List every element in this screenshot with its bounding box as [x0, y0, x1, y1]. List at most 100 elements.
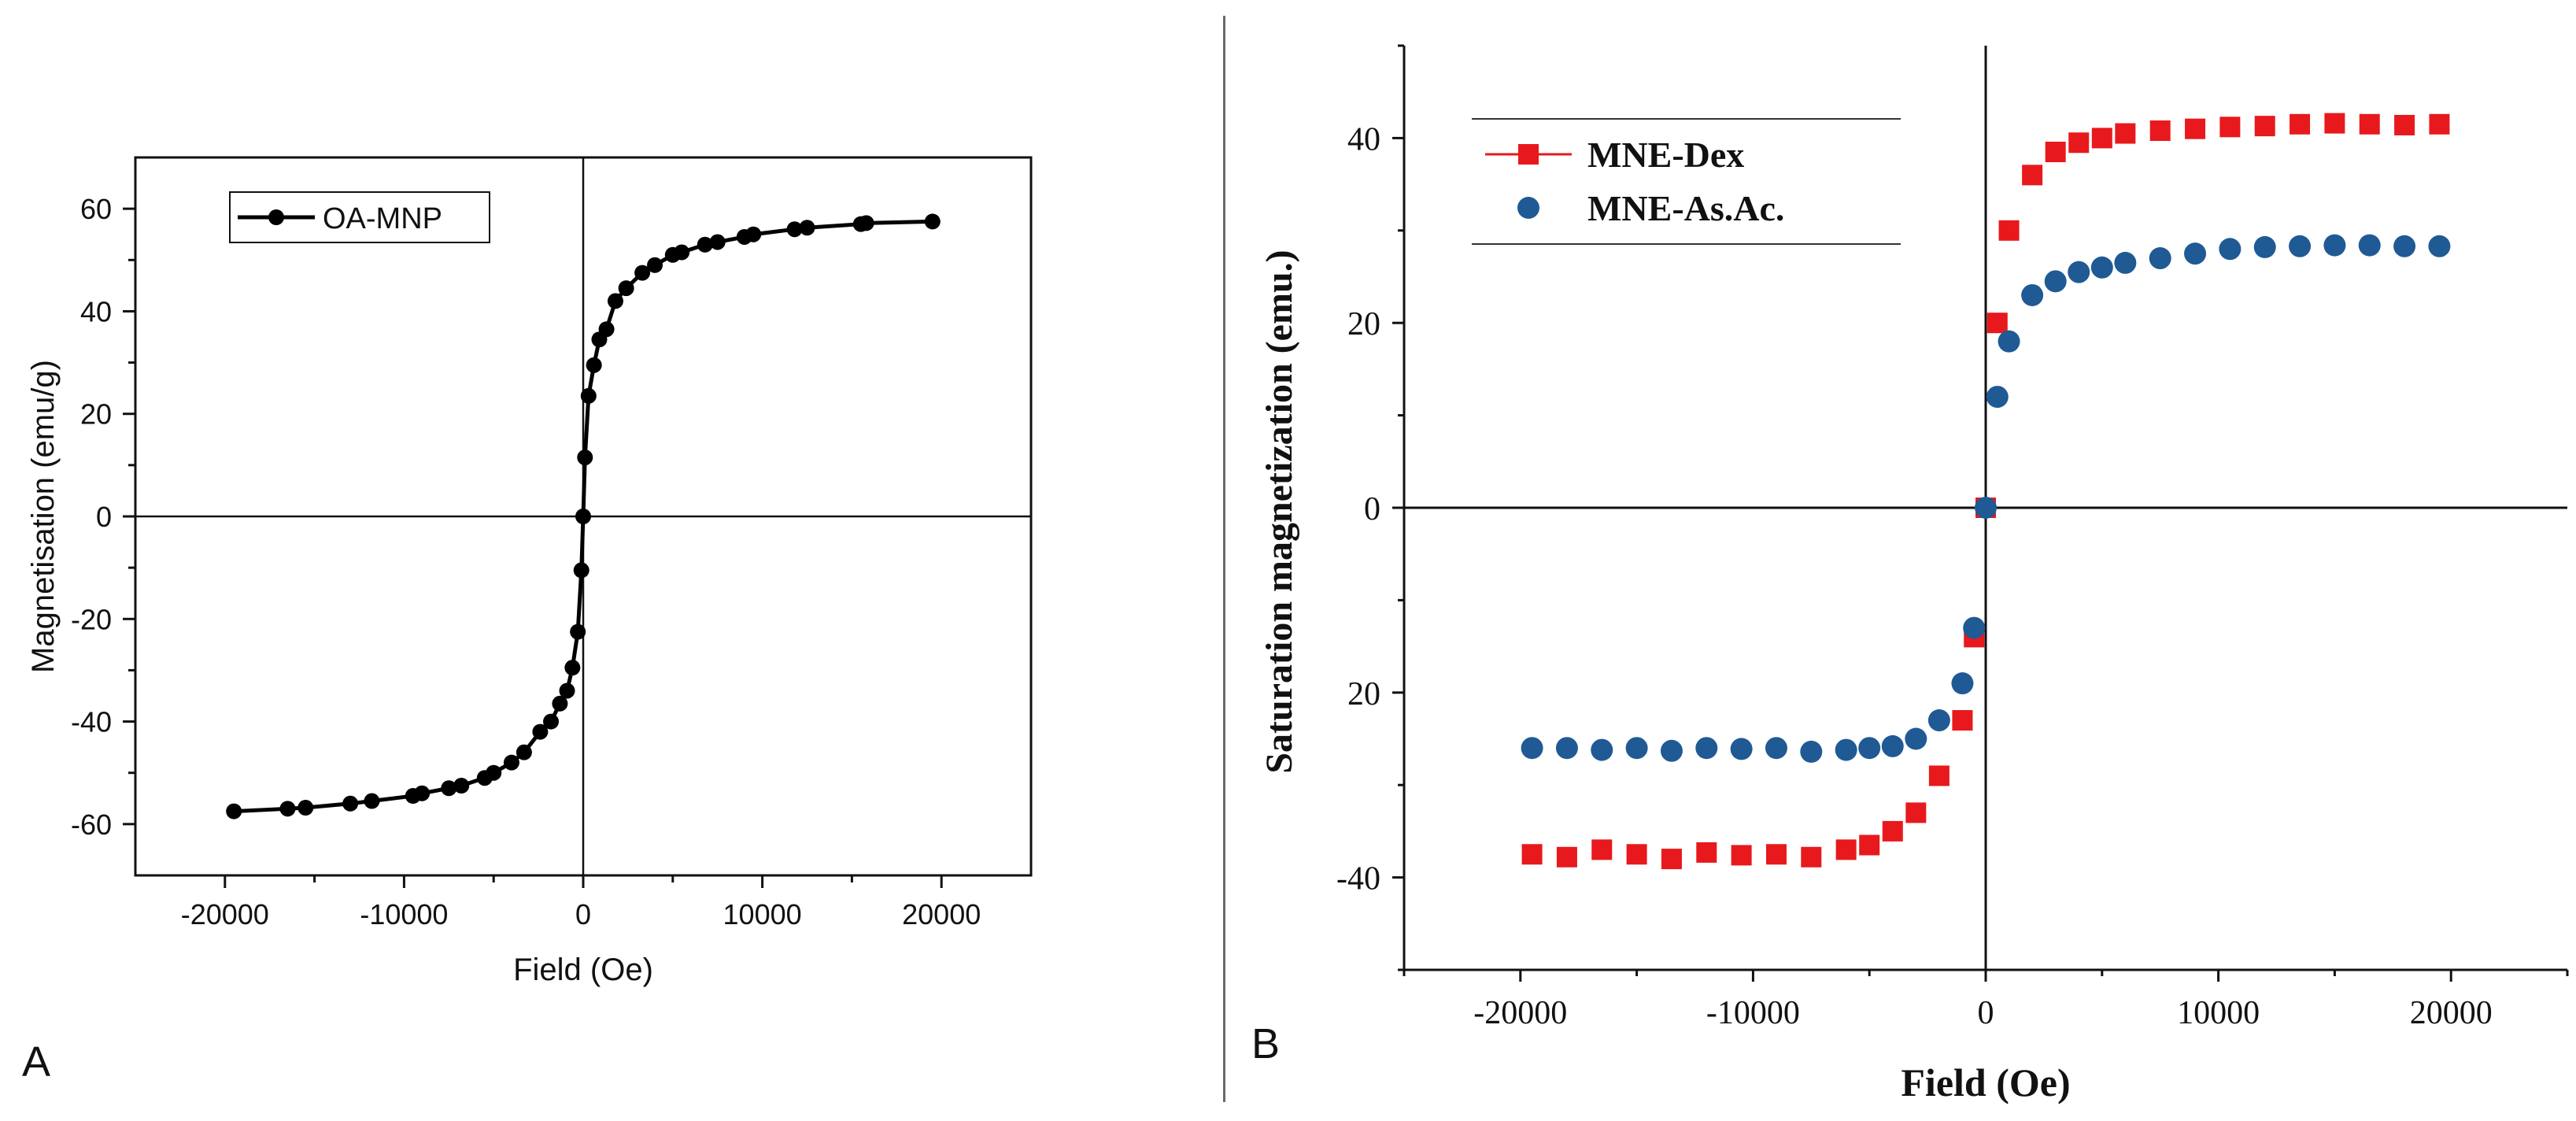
data-point-oa-mnp — [342, 795, 359, 812]
data-point-oa-mnp — [709, 234, 726, 250]
data-point-mne-as-ac — [2428, 235, 2451, 257]
y-axis-label-b: Saturation magnetization (emu.) — [1258, 250, 1300, 773]
data-point-mne-as-ac — [1555, 737, 1578, 760]
data-point-mne-dex — [1859, 834, 1880, 856]
data-point-oa-mnp — [799, 220, 815, 236]
x-tick-label-b: 20000 — [2410, 995, 2493, 1031]
data-point-oa-mnp — [858, 215, 874, 231]
legend-marker-mne-as-ac — [1517, 197, 1539, 219]
data-point-mne-dex — [1521, 844, 1543, 865]
data-point-mne-as-ac — [2358, 234, 2381, 257]
data-point-mne-dex — [1905, 802, 1927, 823]
data-point-mne-as-ac — [2044, 270, 2067, 293]
data-point-oa-mnp — [486, 764, 502, 781]
data-point-mne-dex — [2115, 123, 2136, 144]
legend-label-oa-mnp: OA-MNP — [323, 202, 442, 235]
legend-marker-oa-mnp — [268, 209, 284, 225]
data-point-mne-dex — [1998, 220, 2020, 241]
data-point-mne-as-ac — [2219, 238, 2242, 261]
data-point-mne-as-ac — [2068, 261, 2090, 283]
data-point-oa-mnp — [618, 280, 634, 297]
data-point-mne-as-ac — [1591, 738, 1613, 761]
data-point-oa-mnp — [453, 778, 470, 794]
data-point-oa-mnp — [647, 257, 663, 273]
data-point-mne-as-ac — [1695, 737, 1718, 760]
data-point-mne-as-ac — [1858, 737, 1881, 760]
data-point-mne-dex — [1696, 842, 1717, 863]
data-point-mne-as-ac — [1951, 672, 1974, 695]
x-tick-label-a: -10000 — [360, 898, 448, 930]
legend-label-mne-as-ac: MNE-As.Ac. — [1587, 188, 1784, 228]
data-point-oa-mnp — [586, 357, 602, 373]
data-point-mne-dex — [1661, 849, 1682, 870]
y-tick-label-b: 40 — [1347, 121, 1380, 157]
x-tick-label-b: 10000 — [2177, 995, 2260, 1031]
chart-b: -20000 -10000 0 10000 20000 -40 20 0 20 40 Field (… — [1258, 44, 2569, 1104]
data-point-mne-as-ac — [1730, 738, 1753, 760]
data-point-oa-mnp — [503, 754, 519, 771]
data-point-mne-as-ac — [1765, 737, 1787, 760]
data-point-oa-mnp — [697, 236, 713, 253]
y-tick-label-a: 60 — [80, 193, 112, 225]
data-point-mne-as-ac — [1625, 737, 1648, 760]
y-tick-label-a: -60 — [71, 808, 112, 841]
panel-b-label: B — [1251, 1020, 1281, 1067]
panel-a-label: A — [22, 1038, 51, 1086]
data-point-mne-as-ac — [2323, 234, 2346, 257]
y-tick-label-a: 20 — [80, 398, 112, 431]
data-point-mne-dex — [2394, 114, 2415, 135]
data-point-mne-dex — [1801, 846, 1822, 868]
data-point-oa-mnp — [674, 244, 690, 261]
data-point-mne-dex — [1556, 846, 1577, 868]
data-point-mne-dex — [2290, 113, 2311, 135]
data-point-oa-mnp — [564, 660, 581, 676]
data-point-oa-mnp — [532, 723, 549, 740]
x-tick-label-a: -20000 — [181, 898, 269, 930]
data-point-mne-dex — [2324, 113, 2345, 134]
data-point-mne-as-ac — [2253, 235, 2276, 258]
data-point-oa-mnp — [577, 450, 593, 466]
data-point-mne-as-ac — [1986, 386, 2009, 409]
data-point-oa-mnp — [441, 780, 457, 797]
data-point-mne-as-ac — [1927, 709, 1950, 732]
x-tick-label-a: 0 — [575, 898, 591, 930]
y-tick-label-a: 0 — [96, 501, 112, 533]
data-point-mne-dex — [1731, 845, 1752, 866]
data-point-mne-dex — [1952, 710, 1973, 731]
data-point-mne-dex — [1835, 839, 1857, 860]
data-point-mne-dex — [2149, 120, 2171, 142]
data-point-mne-dex — [2429, 113, 2450, 135]
x-tick-label-b: -20000 — [1473, 995, 1567, 1031]
data-point-mne-as-ac — [1800, 740, 1823, 763]
data-point-oa-mnp — [573, 562, 589, 579]
data-point-oa-mnp — [516, 744, 532, 760]
data-point-mne-dex — [2068, 132, 2090, 154]
y-tick-label-b: -40 — [1336, 861, 1380, 897]
y-tick-label-a: -40 — [71, 706, 112, 738]
data-point-oa-mnp — [226, 803, 242, 819]
y-axis-label-a: Magnetisation (emu/g) — [26, 360, 61, 673]
data-point-oa-mnp — [552, 695, 568, 712]
data-point-mne-as-ac — [1963, 616, 1986, 639]
data-point-oa-mnp — [364, 793, 380, 809]
data-point-oa-mnp — [924, 213, 941, 230]
data-point-oa-mnp — [559, 683, 575, 699]
data-point-mne-as-ac — [2021, 283, 2044, 306]
data-point-mne-dex — [1987, 313, 2008, 334]
x-tick-label-a: 20000 — [902, 898, 981, 930]
x-tick-label-b: 0 — [1978, 995, 1994, 1031]
data-point-mne-dex — [2185, 118, 2206, 139]
data-point-mne-as-ac — [2090, 256, 2113, 279]
data-point-mne-as-ac — [1998, 330, 2020, 353]
data-point-oa-mnp — [598, 321, 615, 338]
data-point-oa-mnp — [298, 800, 314, 816]
data-point-mne-dex — [1591, 839, 1613, 860]
data-point-mne-as-ac — [1881, 734, 1904, 757]
data-point-oa-mnp — [279, 801, 296, 817]
data-point-mne-as-ac — [2184, 242, 2207, 265]
data-point-mne-dex — [2359, 113, 2380, 135]
data-point-mne-dex — [2254, 116, 2275, 137]
y-tick-label-a: 40 — [80, 295, 112, 327]
data-point-mne-as-ac — [1835, 738, 1857, 761]
